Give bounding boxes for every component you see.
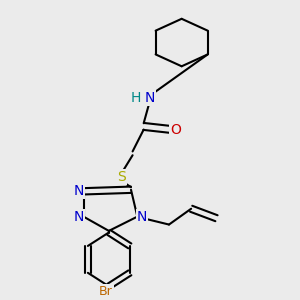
- Text: N: N: [74, 210, 84, 224]
- Text: S: S: [117, 170, 126, 184]
- Text: N: N: [74, 184, 84, 198]
- Text: N: N: [144, 91, 154, 105]
- Text: N: N: [137, 210, 147, 224]
- Text: H: H: [130, 91, 141, 105]
- Text: Br: Br: [99, 286, 112, 298]
- Text: O: O: [170, 123, 182, 136]
